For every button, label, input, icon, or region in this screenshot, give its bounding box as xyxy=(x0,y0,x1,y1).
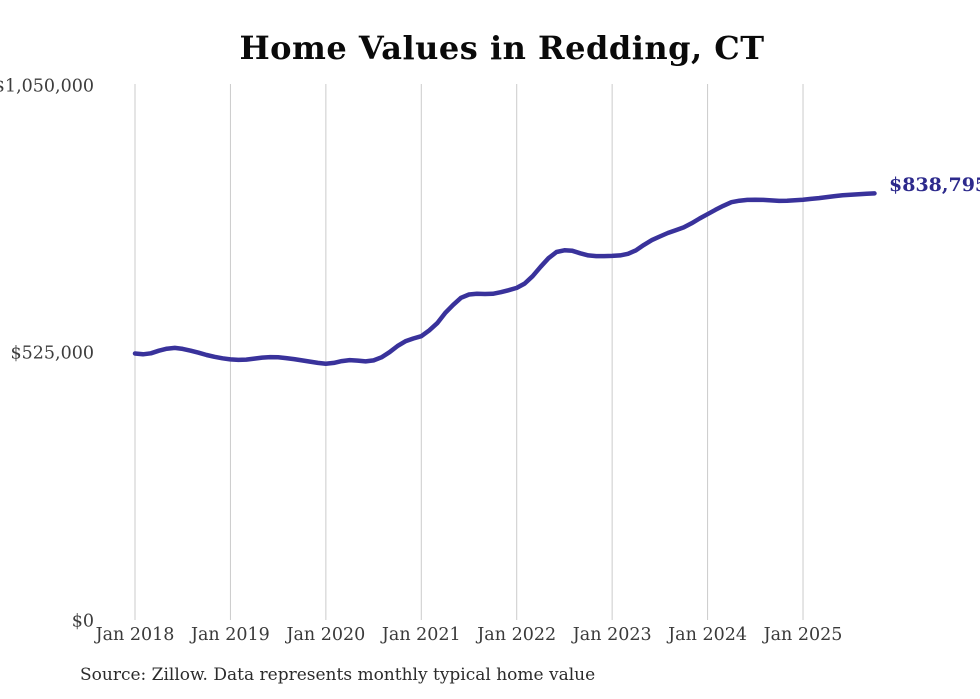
x-tick-jan-2021: Jan 2021 xyxy=(380,625,461,645)
y-tick-label-1050000: $1,050,000 xyxy=(0,77,94,97)
y-tick-label-525000: $525,000 xyxy=(10,344,94,364)
home-value-line xyxy=(132,191,877,366)
x-tick-jan-2023: Jan 2023 xyxy=(571,625,652,645)
vertical-gridlines xyxy=(134,84,804,620)
x-tick-jan-2022: Jan 2022 xyxy=(475,625,556,645)
chart-title: Home Values in Redding, CT xyxy=(239,29,765,67)
source-note: Source: Zillow. Data represents monthly … xyxy=(80,665,596,685)
x-tick-jan-2018: Jan 2018 xyxy=(94,625,175,645)
x-tick-jan-2019: Jan 2019 xyxy=(189,625,270,645)
x-tick-jan-2024: Jan 2024 xyxy=(666,625,747,645)
x-tick-jan-2025: Jan 2025 xyxy=(762,625,843,645)
y-tick-label-0: $0 xyxy=(72,612,94,632)
latest-value-label: $838,795 xyxy=(889,174,980,196)
x-tick-jan-2020: Jan 2020 xyxy=(284,625,365,645)
